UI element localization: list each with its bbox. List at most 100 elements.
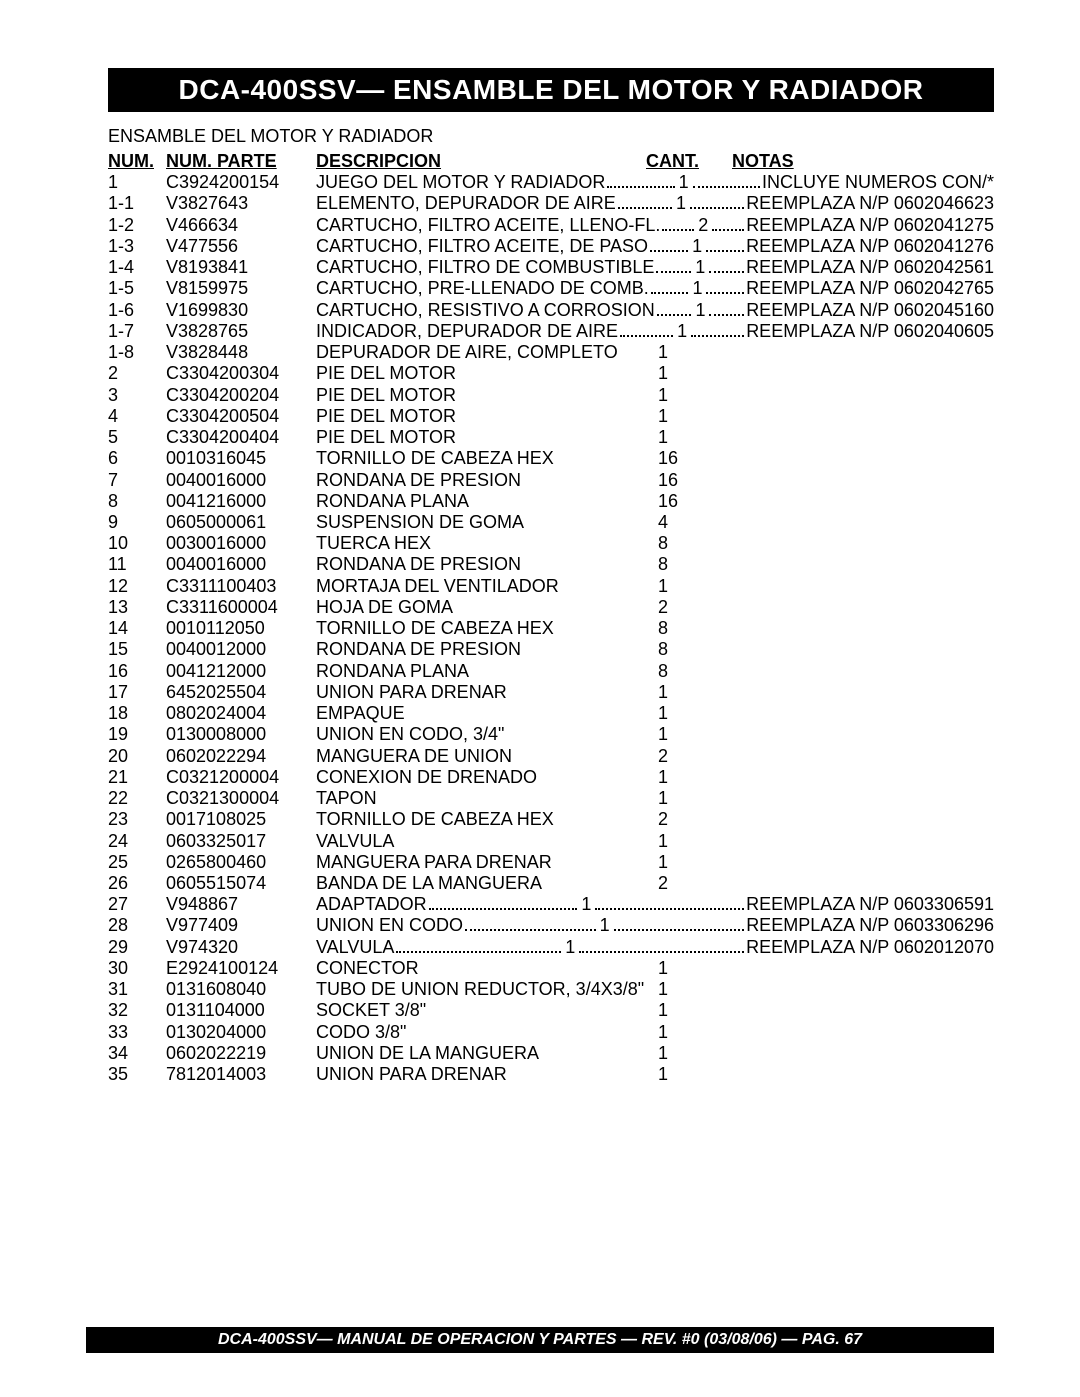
cell-num: 29 [108, 937, 166, 958]
cell-desc-qty-notes: INDICADOR, DEPURADOR DE AIRE1REEMPLAZA N… [316, 321, 994, 342]
cell-num: 1-7 [108, 321, 166, 342]
table-row: 110040016000RONDANA DE PRESION8 [108, 554, 994, 575]
table-row: 21C0321200004CONEXION DE DRENADO1 [108, 767, 994, 788]
cell-qty: 1 [658, 703, 728, 724]
cell-desc: MORTAJA DEL VENTILADOR [316, 576, 658, 597]
cell-num: 25 [108, 852, 166, 873]
leader-dots [607, 186, 674, 188]
cell-num: 19 [108, 724, 166, 745]
cell-num: 31 [108, 979, 166, 1000]
cell-desc: TORNILLO DE CABEZA HEX [316, 448, 658, 469]
cell-part: 0040016000 [166, 554, 316, 575]
cell-notes [728, 597, 1008, 618]
cell-notes [728, 703, 1008, 724]
table-row: 240603325017VALVULA1 [108, 831, 994, 852]
leader-dots [650, 250, 688, 252]
header-num: NUM. [108, 151, 166, 172]
cell-notes [728, 385, 1008, 406]
cell-part: V974320 [166, 937, 316, 958]
cell-desc-qty-notes: ELEMENTO, DEPURADOR DE AIRE1REEMPLAZA N/… [316, 193, 994, 214]
table-row: 90605000061SUSPENSION DE GOMA4 [108, 512, 994, 533]
cell-num: 21 [108, 767, 166, 788]
leader-dots [690, 207, 744, 209]
cell-num: 1 [108, 172, 166, 193]
cell-qty: 16 [658, 448, 728, 469]
table-row: 100030016000TUERCA HEX8 [108, 533, 994, 554]
table-row: 1-4V8193841CARTUCHO, FILTRO DE COMBUSTIB… [108, 257, 994, 278]
cell-part: C3304200304 [166, 363, 316, 384]
cell-num: 1-2 [108, 215, 166, 236]
cell-part: 0010316045 [166, 448, 316, 469]
cell-notes: REEMPLAZA N/P 0602040605 [746, 321, 994, 342]
cell-desc-qty-notes: JUEGO DEL MOTOR Y RADIADOR1INCLUYE NUMER… [316, 172, 994, 193]
cell-notes [728, 639, 1008, 660]
cell-qty: 1 [658, 427, 728, 448]
cell-qty: 16 [658, 491, 728, 512]
title-bar: DCA-400SSV— ENSAMBLE DEL MOTOR Y RADIADO… [108, 68, 994, 112]
leader-dots [618, 207, 672, 209]
cell-qty: 1 [598, 915, 612, 936]
cell-desc: RONDANA PLANA [316, 661, 658, 682]
cell-num: 17 [108, 682, 166, 703]
cell-part: 0603325017 [166, 831, 316, 852]
cell-qty: 16 [658, 470, 728, 491]
table-row: 1-1V3827643ELEMENTO, DEPURADOR DE AIRE1R… [108, 193, 994, 214]
cell-desc: CARTUCHO, PRE-LLENADO DE COMB. [316, 278, 649, 299]
leader-dots [620, 335, 673, 337]
cell-notes [728, 873, 1008, 894]
cell-desc: RONDANA DE PRESION [316, 554, 658, 575]
table-row: 1-8V3828448DEPURADOR DE AIRE, COMPLETO1 [108, 342, 994, 363]
cell-desc: TUERCA HEX [316, 533, 658, 554]
cell-qty: 1 [579, 894, 593, 915]
cell-desc-qty-notes: ADAPTADOR1REEMPLAZA N/P 0603306591 [316, 894, 994, 915]
cell-desc: INDICADOR, DEPURADOR DE AIRE [316, 321, 618, 342]
table-row: 2C3304200304PIE DEL MOTOR1 [108, 363, 994, 384]
cell-part: 6452025504 [166, 682, 316, 703]
cell-part: 0041212000 [166, 661, 316, 682]
cell-notes [728, 363, 1008, 384]
cell-qty: 4 [658, 512, 728, 533]
cell-notes [728, 831, 1008, 852]
cell-num: 5 [108, 427, 166, 448]
subtitle: ENSAMBLE DEL MOTOR Y RADIADOR [108, 126, 994, 147]
leader-dots [651, 292, 689, 294]
cell-desc: TAPON [316, 788, 658, 809]
cell-qty: 1 [658, 788, 728, 809]
cell-part: V3828765 [166, 321, 316, 342]
cell-desc: CARTUCHO, FILTRO ACEITE, LLENO-FL. [316, 215, 660, 236]
cell-notes [728, 427, 1008, 448]
table-header-row: NUM. NUM. PARTE DESCRIPCION CANT. NOTAS [108, 151, 994, 172]
cell-notes [728, 533, 1008, 554]
cell-part: V8193841 [166, 257, 316, 278]
cell-desc-qty-notes: CARTUCHO, FILTRO ACEITE, DE PASO1REEMPLA… [316, 236, 994, 257]
table-row: 1C3924200154JUEGO DEL MOTOR Y RADIADOR1I… [108, 172, 994, 193]
cell-qty: 2 [696, 215, 710, 236]
cell-qty: 8 [658, 533, 728, 554]
cell-desc-qty-notes: CARTUCHO, PRE-LLENADO DE COMB.1REEMPLAZA… [316, 278, 994, 299]
cell-notes [728, 682, 1008, 703]
cell-notes [728, 576, 1008, 597]
table-row: 1-2V466634CARTUCHO, FILTRO ACEITE, LLENO… [108, 215, 994, 236]
cell-part: V948867 [166, 894, 316, 915]
cell-qty: 8 [658, 639, 728, 660]
cell-notes [728, 724, 1008, 745]
cell-num: 14 [108, 618, 166, 639]
cell-desc: EMPAQUE [316, 703, 658, 724]
cell-notes [728, 767, 1008, 788]
cell-qty: 1 [658, 406, 728, 427]
cell-desc: MANGUERA PARA DRENAR [316, 852, 658, 873]
table-row: 28V977409UNION EN CODO1REEMPLAZA N/P 060… [108, 915, 994, 936]
table-row: 1-3V477556CARTUCHO, FILTRO ACEITE, DE PA… [108, 236, 994, 257]
cell-part: E2924100124 [166, 958, 316, 979]
table-row: 30E2924100124CONECTOR1 [108, 958, 994, 979]
leader-dots [614, 929, 745, 931]
cell-part: V466634 [166, 215, 316, 236]
cell-part: V1699830 [166, 300, 316, 321]
cell-desc: CARTUCHO, FILTRO DE COMBUSTIBLE [316, 257, 654, 278]
cell-qty: 1 [693, 257, 707, 278]
cell-qty: 1 [658, 385, 728, 406]
cell-desc: ELEMENTO, DEPURADOR DE AIRE [316, 193, 616, 214]
cell-qty: 1 [693, 300, 707, 321]
cell-num: 4 [108, 406, 166, 427]
cell-notes [728, 554, 1008, 575]
